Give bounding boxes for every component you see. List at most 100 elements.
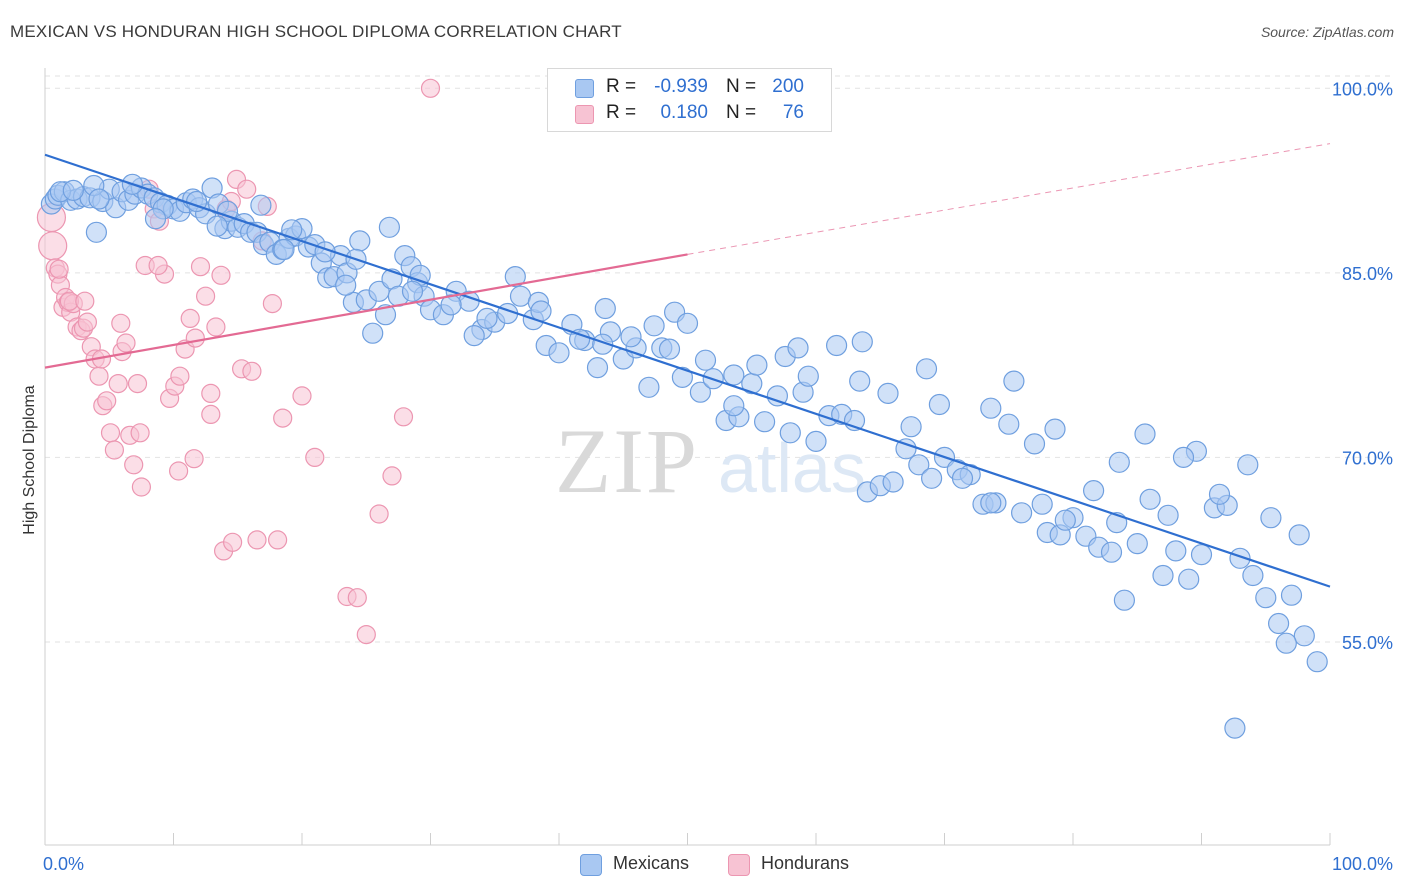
- honduran-point: [116, 333, 136, 353]
- mexican-point: [1242, 564, 1264, 587]
- legend-n-value-mexicans: 200: [772, 76, 804, 97]
- mexican-point: [1178, 568, 1200, 590]
- honduran-point: [75, 291, 95, 311]
- y-tick-label: 70.0%: [1342, 448, 1393, 468]
- honduran-point: [196, 286, 216, 306]
- y-axis-label: High School Diploma: [21, 385, 38, 535]
- hondurans-trend-line: [44, 253, 688, 369]
- honduran-point: [169, 461, 189, 481]
- mexican-point: [928, 393, 951, 416]
- mexican-point: [1134, 423, 1156, 445]
- mexican-point: [805, 430, 827, 452]
- grid-lines: [45, 75, 1392, 643]
- honduran-point: [184, 449, 204, 469]
- mexican-point: [1208, 483, 1231, 505]
- watermark-zip: ZIP: [555, 410, 699, 512]
- mexican-point: [1275, 632, 1297, 654]
- y-tick-label: 100.0%: [1332, 79, 1393, 99]
- honduran-point: [242, 361, 262, 381]
- hondurans-trend-extension: [687, 143, 1331, 255]
- mexican-point: [1255, 587, 1277, 609]
- legend-r-value-hondurans: 0.180: [660, 102, 708, 123]
- honduran-point: [97, 391, 117, 411]
- mexican-point: [250, 194, 272, 216]
- honduran-point: [124, 455, 144, 475]
- mexican-point: [825, 334, 848, 357]
- honduran-point: [382, 466, 402, 486]
- mexican-point: [1293, 625, 1315, 647]
- y-tick-label: 85.0%: [1342, 264, 1393, 284]
- mexican-point: [1139, 488, 1161, 510]
- honduran-point: [268, 530, 288, 550]
- mexican-point: [1031, 493, 1053, 515]
- mexican-point: [1267, 612, 1290, 635]
- mexican-point: [592, 333, 614, 355]
- legend-r-value-mexicans: -0.939: [654, 76, 708, 97]
- honduran-point: [247, 530, 267, 550]
- honduran-point: [237, 179, 257, 199]
- mexican-point: [1003, 370, 1025, 392]
- mexican-point: [1108, 451, 1130, 473]
- honduran-point: [131, 477, 151, 497]
- tick-labels: 100.0% 85.0% 70.0% 55.0% 0.0% 100.0%: [43, 79, 1393, 874]
- mexican-point: [676, 312, 699, 334]
- mexican-point: [851, 331, 873, 353]
- mexican-point: [1082, 480, 1105, 502]
- legend-n-value-hondurans: 76: [782, 102, 804, 123]
- honduran-point: [111, 313, 131, 333]
- honduran-point: [369, 504, 389, 524]
- mexican-point: [144, 208, 167, 230]
- mexican-point: [877, 382, 899, 404]
- legend-r-label: R =: [606, 102, 637, 123]
- legend-label-hondurans: Hondurans: [761, 853, 850, 873]
- honduran-point: [38, 231, 68, 261]
- mexican-point: [643, 315, 665, 337]
- mexican-point: [362, 322, 384, 344]
- honduran-point: [130, 423, 150, 443]
- x-tick-label: 100.0%: [1332, 854, 1393, 874]
- mexican-point: [1190, 543, 1213, 566]
- mexican-point: [1126, 532, 1148, 555]
- mexican-point: [895, 438, 917, 460]
- mexican-point: [281, 219, 303, 241]
- legend-n-label: N =: [726, 102, 757, 123]
- correlation-legend: R = -0.939 N = 200 R = 0.180 N = 76: [547, 68, 832, 132]
- mexican-point: [1023, 433, 1046, 455]
- mexican-point: [504, 266, 526, 288]
- mexican-point: [509, 285, 532, 307]
- honduran-point: [89, 366, 109, 386]
- y-tick-label: 55.0%: [1342, 633, 1393, 653]
- honduran-point: [201, 383, 221, 403]
- legend-swatch-mexicans: [575, 79, 594, 98]
- mexican-point: [401, 280, 424, 302]
- mexican-point: [1224, 717, 1246, 739]
- mexican-point: [766, 385, 789, 407]
- honduran-point: [273, 408, 293, 428]
- mexican-point: [671, 366, 694, 388]
- honduran-point: [185, 328, 205, 348]
- source-credit: Source: ZipAtlas.com: [1260, 24, 1394, 40]
- mexican-point: [900, 416, 922, 438]
- chart-title: MEXICAN VS HONDURAN HIGH SCHOOL DIPLOMA …: [10, 22, 622, 41]
- mexican-point: [723, 364, 745, 386]
- mexican-point: [1280, 584, 1303, 606]
- mexican-point: [594, 297, 616, 320]
- honduran-point: [201, 404, 221, 424]
- mexicans-trend-line: [44, 153, 1331, 588]
- mexican-point: [1229, 547, 1251, 569]
- mexican-point: [1165, 540, 1187, 562]
- mexican-point: [1260, 507, 1282, 529]
- mexican-point: [85, 221, 108, 243]
- honduran-point: [170, 366, 190, 386]
- mexican-point: [378, 216, 400, 238]
- mexican-point: [206, 215, 228, 237]
- mexican-point: [273, 238, 295, 261]
- mexican-point: [908, 454, 930, 476]
- mexican-point: [882, 471, 904, 493]
- mexican-point: [638, 376, 660, 398]
- mexican-point: [1237, 454, 1259, 476]
- watermark: ZIP atlas: [555, 410, 866, 512]
- mexican-point: [1113, 589, 1136, 611]
- legend-n-label: N =: [726, 76, 757, 97]
- x-tick-label: 0.0%: [43, 854, 84, 874]
